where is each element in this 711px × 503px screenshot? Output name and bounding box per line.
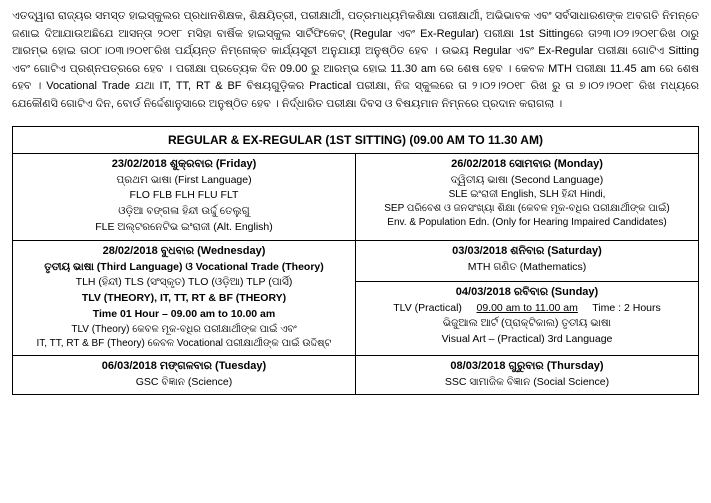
subject: SLE ଇଂରାଜୀ English, SLH ହିନ୍ଦୀ Hindi, xyxy=(362,188,692,202)
date-monday: 26/02/2018 ସୋମବାର (Monday) xyxy=(362,158,692,171)
subject: ଭିଜୁଆଲ ଆର୍ଟ (ପ୍ରାକ୍ଟିକାଲ) ତୃତୀୟ ଭାଷା xyxy=(362,316,692,332)
subject: TLV (THEORY), IT, TT, RT & BF (THEORY) xyxy=(19,291,349,307)
subject: TLH (ହିନ୍ଦୀ) TLS (ସଂସ୍କୃତ) TLO (ଓଡ଼ିଆ) T… xyxy=(19,275,349,291)
subject: ଓଡ଼ିଆ ବଙ୍ଗଳା ହିନ୍ଦୀ ଉର୍ଦ୍ଦୁ ତେଲୁଗୁ xyxy=(19,204,349,220)
subject-part: TLV (Practical) xyxy=(393,302,462,314)
cell-sunday: 04/03/2018 ରବିବାର (Sunday) TLV (Practica… xyxy=(356,281,699,355)
cell-tuesday: 06/03/2018 ମଙ୍ଗଳବାର (Tuesday) GSC ବିଜ୍ଞା… xyxy=(13,355,356,395)
subject: IT, TT, RT & BF (Theory) କେବଳ Vocational… xyxy=(19,337,349,351)
subject-time: 09.00 am to 11.00 am xyxy=(477,302,578,314)
date-friday: 23/02/2018 ଶୁକ୍ରବାର (Friday) xyxy=(19,158,349,171)
subject: ତୃତୀୟ ଭାଷା (Third Language) ଓ Vocational… xyxy=(19,260,349,276)
subject: Time 01 Hour – 09.00 am to 10.00 am xyxy=(19,307,349,323)
intro-paragraph: ଏତଦ୍ୱାରା ରାଜ୍ୟର ସମସ୍ତ ହାଇସ୍କୁଲର ପ୍ରଧାନଶି… xyxy=(12,8,699,114)
cell-wednesday: 28/02/2018 ବୁଧବାର (Wednesday) ତୃତୀୟ ଭାଷା… xyxy=(13,240,356,355)
cell-friday: 23/02/2018 ଶୁକ୍ରବାର (Friday) ପ୍ରଥମ ଭାଷା … xyxy=(13,153,356,240)
subject: TLV (Theory) କେବଳ ମୂକ-ବଧିର ପରୀକ୍ଷାର୍ଥୀଙ୍… xyxy=(19,323,349,337)
date-tuesday: 06/03/2018 ମଙ୍ଗଳବାର (Tuesday) xyxy=(19,360,349,373)
date-sunday: 04/03/2018 ରବିବାର (Sunday) xyxy=(362,286,692,299)
cell-thursday: 08/03/2018 ଗୁରୁବାର (Thursday) SSC ସାମାଜି… xyxy=(356,355,699,395)
subject: TLV (Practical) 09.00 am to 11.00 am Tim… xyxy=(362,301,692,317)
table-header: REGULAR & EX-REGULAR (1ST SITTING) (09.0… xyxy=(13,126,699,153)
subject: SEP ପରିବେଶ ଓ ଜନସଂଖ୍ୟା ଶିକ୍ଷା (କେବଳ ମୂକ-ବ… xyxy=(362,202,692,216)
subject: Env. & Population Edn. (Only for Hearing… xyxy=(362,216,692,230)
subject: FLO FLB FLH FLU FLT xyxy=(19,188,349,204)
cell-monday: 26/02/2018 ସୋମବାର (Monday) ଦ୍ୱିତୀୟ ଭାଷା … xyxy=(356,153,699,240)
date-saturday: 03/03/2018 ଶନିବାର (Saturday) xyxy=(362,245,692,258)
date-wednesday: 28/02/2018 ବୁଧବାର (Wednesday) xyxy=(19,245,349,258)
subject: ପ୍ରଥମ ଭାଷା (First Language) xyxy=(19,173,349,189)
schedule-table: REGULAR & EX-REGULAR (1ST SITTING) (09.0… xyxy=(12,126,699,396)
subject: FLE ଅଲ୍‌ଟରନେଟିଭ ଇଂରାଜୀ (Alt. English) xyxy=(19,220,349,236)
cell-saturday: 03/03/2018 ଶନିବାର (Saturday) MTH ଗଣିତ (M… xyxy=(356,240,699,281)
subject: MTH ଗଣିତ (Mathematics) xyxy=(362,260,692,276)
subject: SSC ସାମାଜିକ ବିଜ୍ଞାନ (Social Science) xyxy=(362,375,692,391)
subject: GSC ବିଜ୍ଞାନ (Science) xyxy=(19,375,349,391)
subject-dur: Time : 2 Hours xyxy=(592,302,660,314)
subject: Visual Art – (Practical) 3rd Language xyxy=(362,332,692,348)
subject: ଦ୍ୱିତୀୟ ଭାଷା (Second Language) xyxy=(362,173,692,189)
date-thursday: 08/03/2018 ଗୁରୁବାର (Thursday) xyxy=(362,360,692,373)
